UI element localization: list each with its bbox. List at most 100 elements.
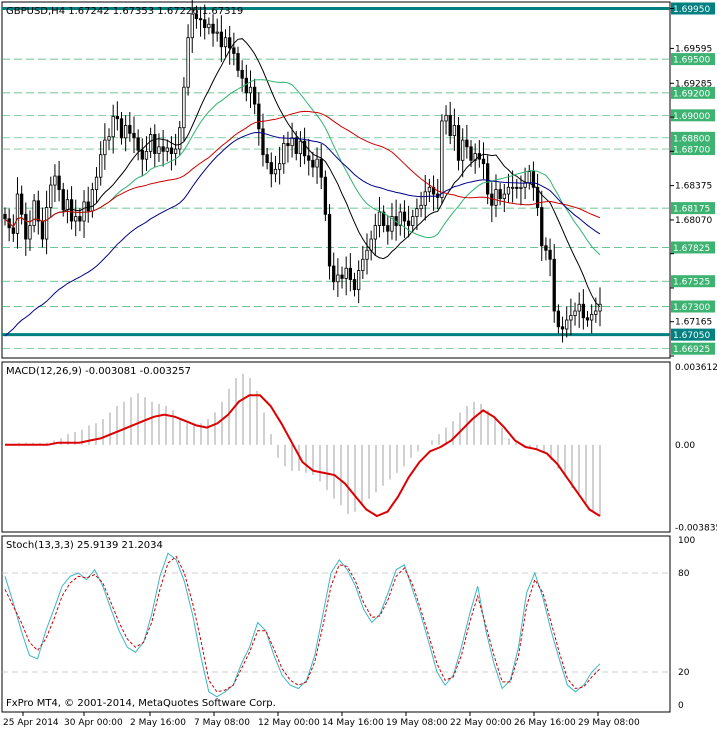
candle-body <box>327 213 332 267</box>
candle-body <box>132 132 136 139</box>
level-label: 1.68175 <box>673 205 710 215</box>
candle-body <box>186 37 190 88</box>
x-tick-label: 14 May 16:00 <box>322 718 384 728</box>
candle-body <box>544 245 548 251</box>
macd-panel <box>5 373 601 518</box>
candle-body <box>419 204 423 210</box>
candle-body <box>194 13 199 20</box>
candle-body <box>215 31 219 34</box>
price-title: GBPUSD,H4 1.67242 1.67353 1.67226 1.6731… <box>6 6 243 17</box>
candle-body <box>40 220 45 240</box>
candle-body <box>69 199 74 222</box>
candle-body <box>590 313 594 321</box>
candle-body <box>44 207 49 240</box>
footer-copyright: FxPro MT4, © 2001-2014, MetaQuotes Softw… <box>6 698 276 709</box>
candle-body <box>365 249 369 260</box>
candle-body <box>369 238 373 251</box>
candle-body <box>173 148 178 154</box>
axes: 1.69950 1.69500 1.69200 1.69000 1.68800 1.687… <box>3 2 717 728</box>
x-tick-label: 29 May 08:00 <box>578 718 640 728</box>
candle-body <box>198 18 203 21</box>
candle-body <box>111 116 115 138</box>
candle-body <box>569 315 573 321</box>
candle-body <box>169 147 174 154</box>
candle-body <box>373 225 377 240</box>
candle-body <box>115 116 119 120</box>
candle-body <box>598 303 602 312</box>
price-panel <box>2 0 670 350</box>
candle-body <box>99 154 103 178</box>
candle-body <box>24 213 28 240</box>
level-label-box <box>671 300 715 313</box>
level-label: 1.69950 <box>673 5 710 15</box>
candle-body <box>423 191 427 206</box>
x-tick-label: 7 May 08:00 <box>194 718 250 728</box>
stoch-main-line <box>4 552 601 698</box>
candle-body <box>165 147 169 152</box>
candle-body <box>211 23 215 34</box>
level-label: 1.67525 <box>673 278 710 288</box>
candle-body <box>161 146 165 152</box>
candle-body <box>57 175 61 190</box>
x-tick-label: 25 Apr 2014 <box>3 718 59 728</box>
candle-body <box>103 139 107 156</box>
macd-signal-line <box>5 394 601 518</box>
level-label-box <box>671 342 715 355</box>
candle-body <box>236 53 240 71</box>
level-label: 1.67050 <box>673 331 710 341</box>
x-tick-label: 19 May 08:00 <box>386 718 448 728</box>
candle-body <box>128 125 132 134</box>
candle-body <box>302 140 307 157</box>
candle-body <box>411 216 415 226</box>
candle-body <box>53 175 57 186</box>
candle-body <box>540 207 544 247</box>
candle-body <box>556 310 561 328</box>
candle-body <box>332 265 336 283</box>
macd-tick-label: 0.00 <box>675 441 695 451</box>
candle-body <box>469 146 473 161</box>
price-tick-label: 1.69285 <box>675 79 712 89</box>
candle-body <box>294 137 298 154</box>
candle-body <box>124 125 128 139</box>
level-label-box <box>671 109 715 122</box>
candle-body <box>515 186 519 189</box>
candle-body <box>336 274 340 283</box>
stoch-panel <box>2 552 670 698</box>
stoch-title: Stoch(13,3,3) 25.9139 21.2034 <box>6 540 163 551</box>
level-label-box <box>671 275 715 288</box>
candle-body <box>240 69 244 79</box>
candle-body <box>552 258 556 312</box>
stoch-tick-label: 20 <box>678 668 690 678</box>
level-label: 1.68700 <box>673 146 710 156</box>
level-label-box <box>671 2 715 15</box>
candle-body <box>107 136 111 141</box>
candle-body <box>498 189 502 199</box>
candle-body <box>3 213 7 220</box>
candle-body <box>248 86 253 94</box>
candle-body <box>315 158 319 168</box>
candle-body <box>390 216 394 232</box>
level-label-box <box>671 86 715 99</box>
candle-body <box>273 168 278 175</box>
candle-body <box>344 267 348 279</box>
candle-body <box>357 270 361 291</box>
candle-body <box>269 162 273 175</box>
candle-body <box>585 317 590 321</box>
macd-panel-frame <box>1 361 671 533</box>
level-label-box <box>671 202 715 215</box>
candle-body <box>377 211 382 226</box>
candle-body <box>253 86 257 105</box>
candle-body <box>386 225 390 232</box>
candle-body <box>577 303 581 312</box>
candle-body <box>265 154 269 163</box>
candle-body <box>257 103 261 130</box>
candle-body <box>148 134 153 152</box>
candle-body <box>277 163 282 170</box>
macd-tick-label: 0.003612 <box>675 363 717 373</box>
candle-body <box>36 200 40 222</box>
level-label: 1.67825 <box>673 244 710 254</box>
stoch-tick-label: 80 <box>678 569 690 579</box>
candle-body <box>348 267 352 280</box>
candle-body <box>431 186 436 195</box>
candle-body <box>219 31 224 48</box>
